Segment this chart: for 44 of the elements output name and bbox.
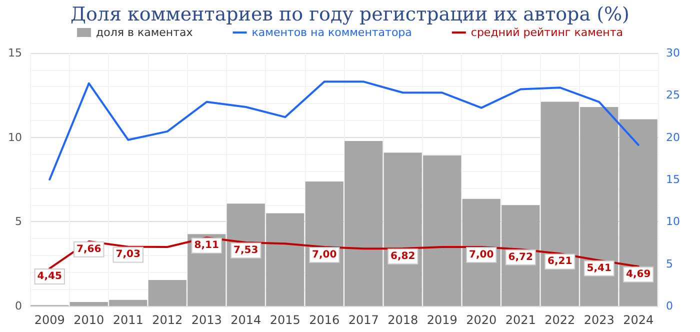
y2-tick-label: 10 <box>666 215 680 228</box>
y2-tick-label: 0 <box>666 300 673 312</box>
legend-label: средний рейтинг камента <box>470 26 623 39</box>
data-label: 5,41 <box>586 262 612 274</box>
x-tick-label: 2011 <box>112 313 144 327</box>
x-tick-label: 2017 <box>348 313 379 327</box>
data-label: 8,11 <box>194 240 219 252</box>
x-tick-label: 2024 <box>623 313 654 327</box>
data-label: 7,53 <box>234 244 258 256</box>
data-label: 7,66 <box>76 244 102 255</box>
y-tick-label: 0 <box>15 300 22 312</box>
y2-tick-label: 15 <box>666 173 680 186</box>
y2-tick-label: 30 <box>666 46 680 60</box>
y2-tick-label: 5 <box>666 257 673 270</box>
data-label: 6,72 <box>508 252 533 263</box>
x-tick-label: 2020 <box>466 313 497 327</box>
y-tick-label: 5 <box>15 215 22 228</box>
x-tick-label: 2014 <box>230 313 262 327</box>
x-tick-label: 2016 <box>309 313 340 327</box>
x-tick-label: 2018 <box>388 313 418 327</box>
legend-label: доля в каментах <box>96 26 194 39</box>
data-label: 6,82 <box>390 250 416 262</box>
x-tick-label: 2015 <box>270 313 300 327</box>
data-label: 7,03 <box>116 249 140 260</box>
x-tick-label: 2010 <box>74 313 104 327</box>
y2-tick-label: 25 <box>666 88 680 102</box>
chart-title: Доля комментариев по году регистрации их автора (%) <box>70 4 630 26</box>
data-label: 7,00 <box>312 249 337 260</box>
x-tick-label: 2013 <box>191 313 222 327</box>
line-series <box>48 80 640 180</box>
data-label: 4,45 <box>37 270 62 282</box>
y2-tick-label: 20 <box>666 130 680 144</box>
data-label: 6,21 <box>548 256 572 268</box>
x-tick-label: 2012 <box>152 313 183 327</box>
x-tick-label: 2021 <box>505 313 536 327</box>
y-tick-label: 10 <box>8 130 22 144</box>
data-label: 4,69 <box>626 268 651 280</box>
y-tick-label: 15 <box>8 46 22 60</box>
data-label: 7,00 <box>469 249 494 260</box>
x-tick-label: 2023 <box>584 313 614 327</box>
x-tick-label: 2022 <box>544 313 576 327</box>
x-tick-label: 2019 <box>426 313 458 327</box>
legend-label: каментов на комментатора <box>252 26 412 39</box>
x-tick-label: 2009 <box>34 313 65 327</box>
